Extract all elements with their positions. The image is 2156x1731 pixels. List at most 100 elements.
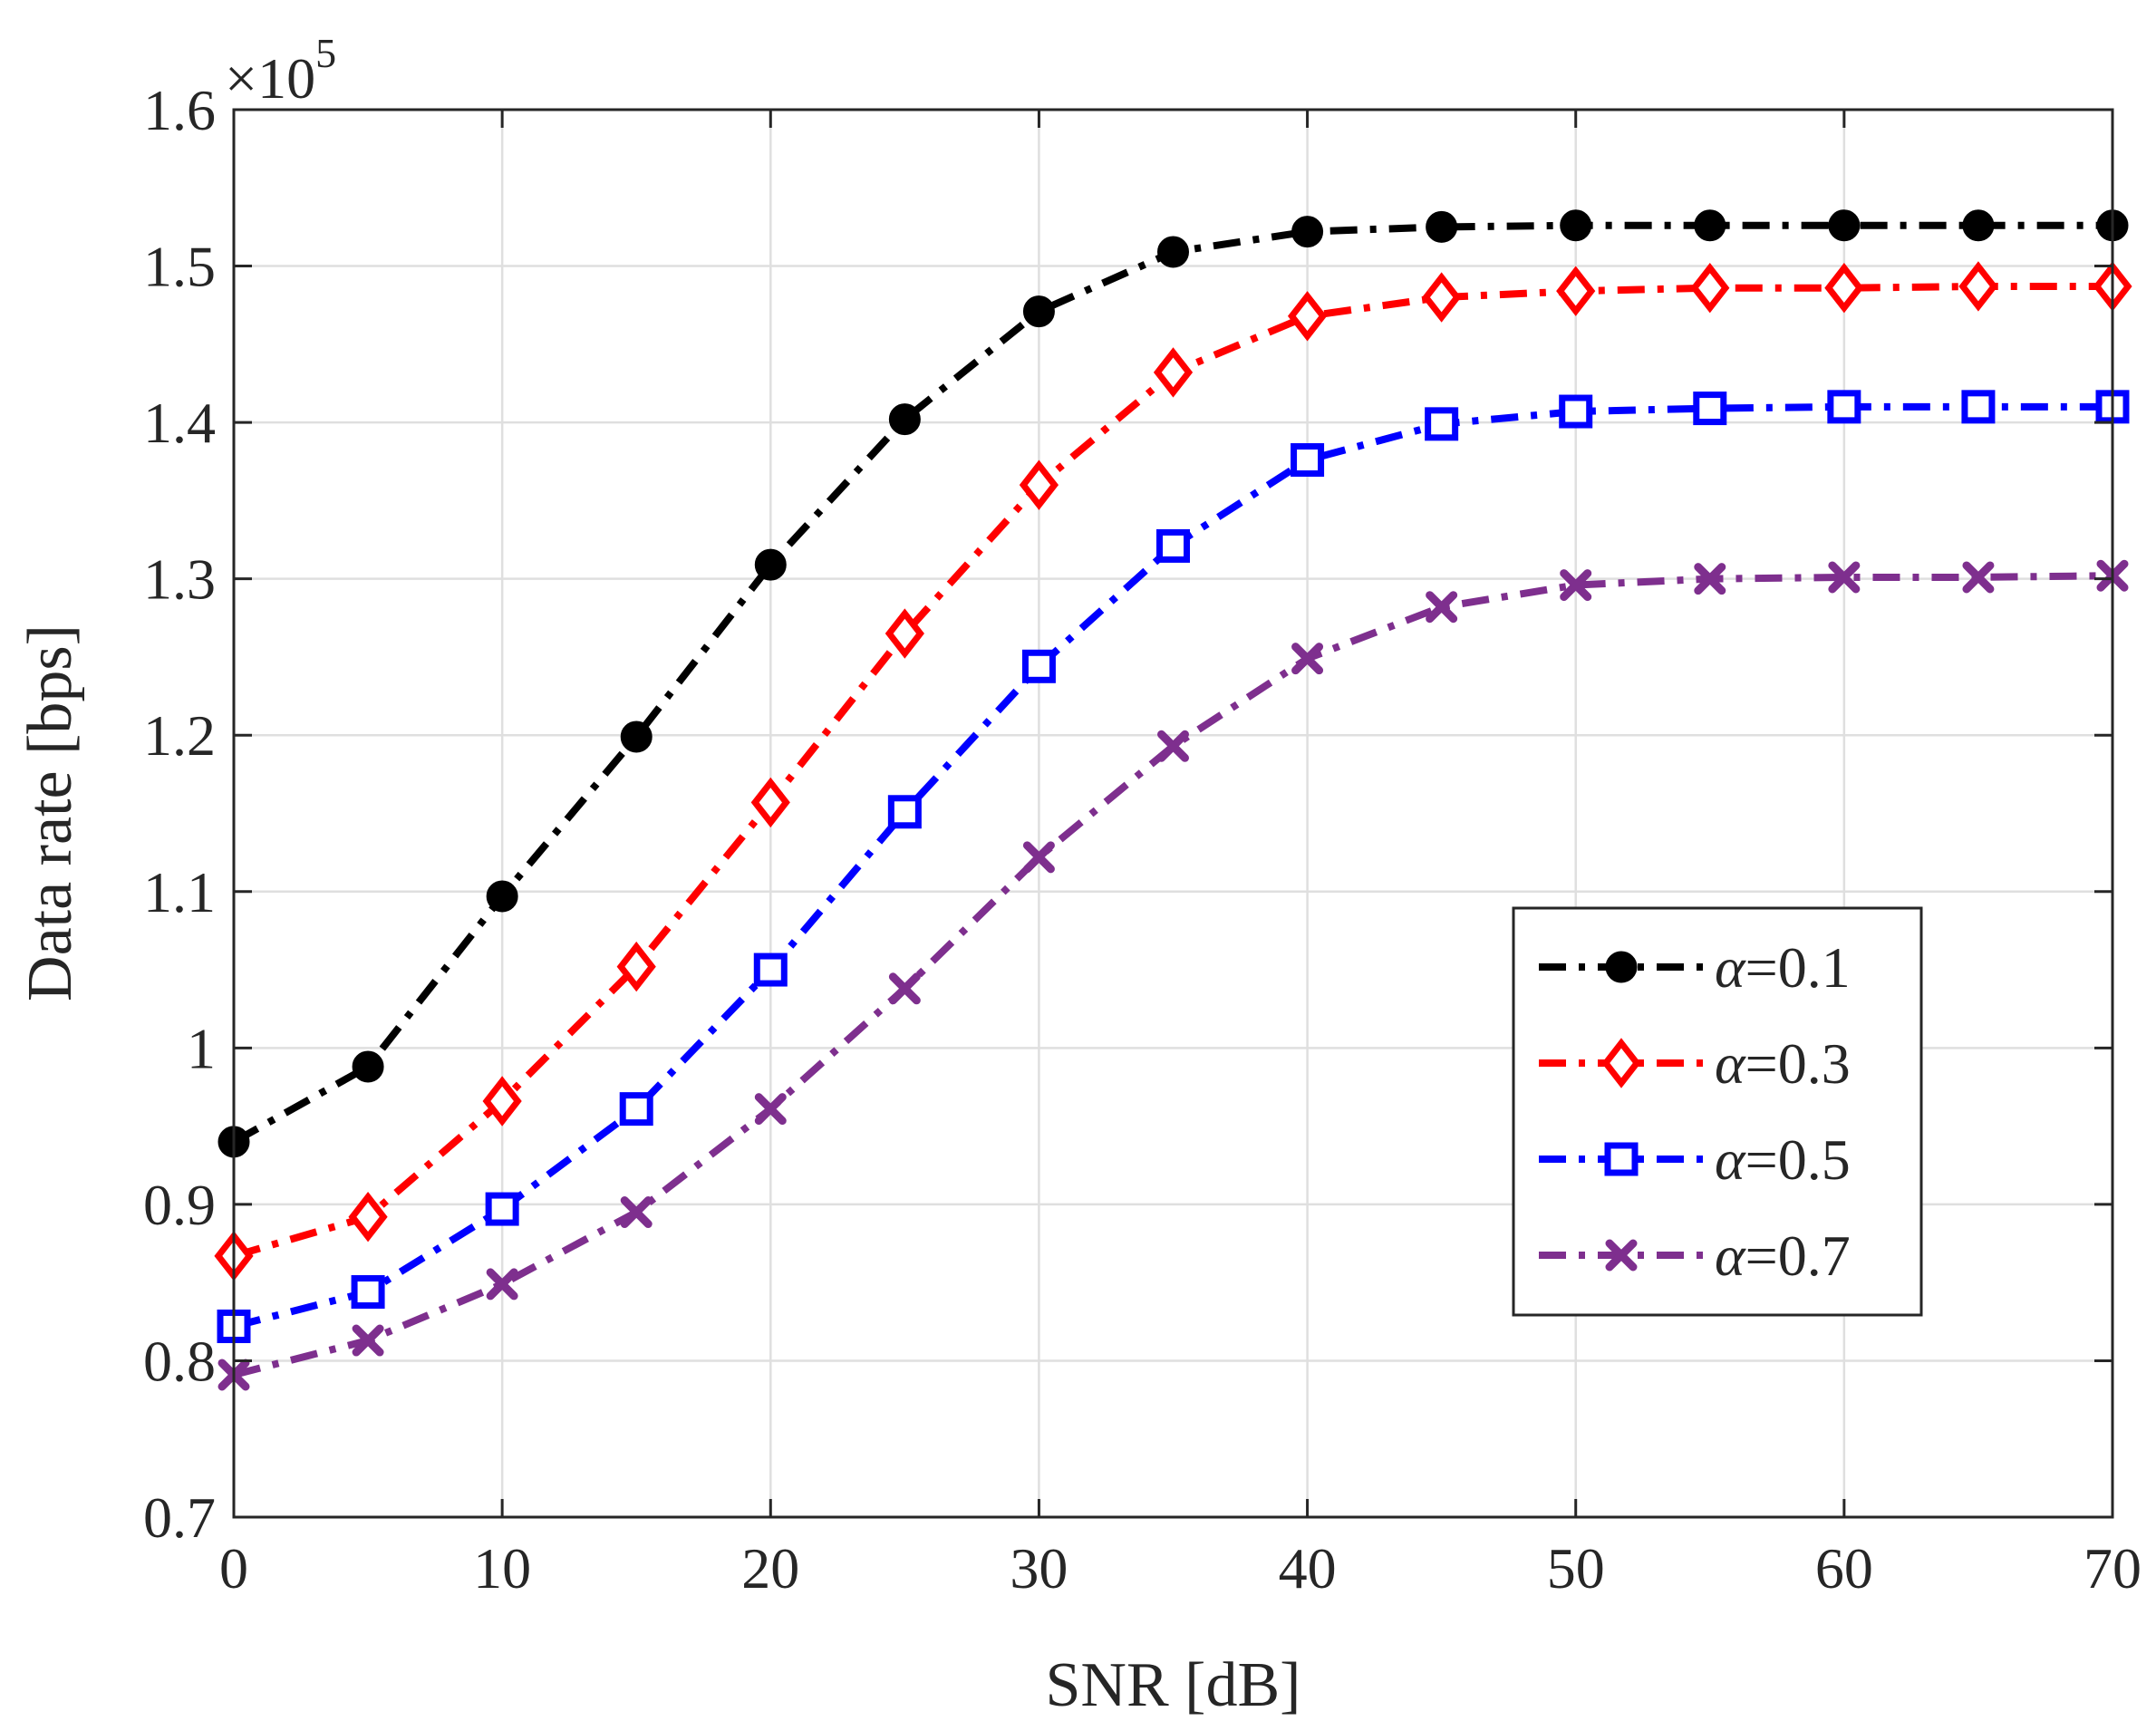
data-point	[754, 1093, 787, 1126]
data-series	[214, 209, 2132, 1391]
legend-entry-1: α=0.1	[1539, 935, 1851, 1000]
y-tick-label: 0.9	[143, 1173, 216, 1237]
legend-entry-4: α=0.7	[1539, 1223, 1851, 1288]
data-point	[1961, 390, 1996, 424]
data-point	[1828, 209, 1861, 242]
legend-symbol: α	[1715, 1127, 1746, 1192]
data-point	[753, 953, 788, 987]
data-point	[1559, 394, 1593, 429]
legend-label: α=0.3	[1715, 1031, 1851, 1096]
legend-value: =0.5	[1745, 1127, 1851, 1192]
data-point	[485, 1192, 519, 1226]
data-point	[352, 1324, 384, 1357]
legend-entry-3: α=0.5	[1539, 1127, 1851, 1192]
data-point	[1962, 561, 1995, 594]
x-tick-label: 0	[219, 1536, 248, 1600]
legend-value: =0.3	[1745, 1031, 1851, 1096]
data-point	[1694, 563, 1726, 595]
data-point	[888, 972, 921, 1005]
data-point	[1694, 209, 1726, 242]
data-point	[1828, 561, 1861, 594]
data-point	[885, 608, 924, 659]
data-point	[1690, 263, 1730, 314]
data-point	[616, 941, 656, 992]
data-point	[1958, 261, 1998, 312]
x-tick-label: 70	[2083, 1536, 2141, 1600]
legend-entry-2: α=0.3	[1539, 1031, 1851, 1096]
y-tick-label: 0.8	[143, 1329, 216, 1393]
data-point	[351, 1275, 385, 1310]
data-point	[887, 795, 922, 829]
data-point	[620, 720, 653, 753]
data-point	[1962, 209, 1995, 242]
data-point	[1425, 407, 1459, 441]
legend-symbol: α	[1715, 935, 1746, 1000]
plot-frame	[232, 108, 2114, 1519]
data-point	[620, 1196, 653, 1229]
data-point	[1556, 266, 1596, 316]
series-2	[214, 261, 2132, 1281]
x-tick-label: 10	[473, 1536, 531, 1600]
data-point	[486, 880, 518, 913]
y-tick-label: 1.4	[143, 391, 216, 455]
y-tick-label: 1.2	[143, 703, 216, 768]
legend: α=0.1α=0.3α=0.5α=0.7	[1512, 906, 1923, 1317]
legend-marker	[1605, 1239, 1638, 1272]
data-point	[1291, 643, 1324, 675]
data-point	[1022, 841, 1055, 874]
data-point	[1287, 291, 1328, 342]
series-4	[218, 559, 2129, 1391]
legend-box	[1512, 906, 1923, 1317]
data-point	[1560, 209, 1592, 242]
x-tick-label: 30	[1010, 1536, 1068, 1600]
data-point	[1021, 649, 1056, 683]
legend-label: α=0.5	[1715, 1127, 1851, 1192]
data-point	[352, 1050, 384, 1083]
y-tick-label: 1.5	[143, 235, 216, 299]
data-point	[1157, 236, 1189, 268]
data-point	[1291, 443, 1325, 478]
data-point	[1153, 347, 1194, 398]
data-point	[1291, 216, 1324, 248]
data-point	[888, 403, 921, 436]
legend-symbol: α	[1715, 1031, 1746, 1096]
data-point	[750, 777, 790, 828]
legend-value: =0.1	[1745, 935, 1851, 1000]
data-point	[1422, 272, 1462, 323]
legend-marker	[1605, 951, 1638, 983]
legend-marker	[1601, 1038, 1641, 1088]
legend-marker	[1604, 1142, 1639, 1176]
data-point	[619, 1092, 653, 1127]
data-point	[1827, 390, 1861, 424]
axis-ticks: 0 10 20 30 40 50 60 70 0.7 0.8 0.9 1 1.1 1.2 1.3 1.4 1.5…	[143, 78, 2141, 1600]
y-tick-label: 1.1	[143, 860, 216, 924]
data-point	[1693, 392, 1727, 426]
data-point	[1426, 591, 1458, 624]
legend-value: =0.7	[1745, 1223, 1851, 1288]
data-point	[754, 548, 787, 581]
data-point	[1156, 528, 1190, 563]
legend-label: α=0.1	[1715, 935, 1851, 1000]
data-point	[1157, 730, 1189, 762]
y-multiplier: ×105	[225, 30, 336, 111]
y-tick-label: 0.7	[143, 1485, 216, 1550]
data-point	[1824, 263, 1864, 314]
data-point	[482, 1076, 522, 1127]
y-tick-label: 1	[187, 1016, 216, 1080]
legend-label: α=0.7	[1715, 1223, 1851, 1288]
data-point	[1426, 210, 1458, 243]
series-line	[233, 572, 2113, 1378]
x-tick-label: 40	[1279, 1536, 1337, 1600]
y-tick-label: 1.3	[143, 547, 216, 612]
x-axis-title: SNR [dB]	[1046, 1650, 1301, 1720]
data-point	[486, 1268, 518, 1301]
x-tick-label: 60	[1815, 1536, 1873, 1600]
data-point	[1560, 569, 1592, 602]
y-axis-title: Data rate [bps]	[15, 624, 85, 1001]
x-tick-label: 50	[1547, 1536, 1605, 1600]
series-3	[217, 390, 2130, 1343]
data-point	[348, 1192, 388, 1243]
y-multiplier-base: ×10	[225, 46, 315, 111]
